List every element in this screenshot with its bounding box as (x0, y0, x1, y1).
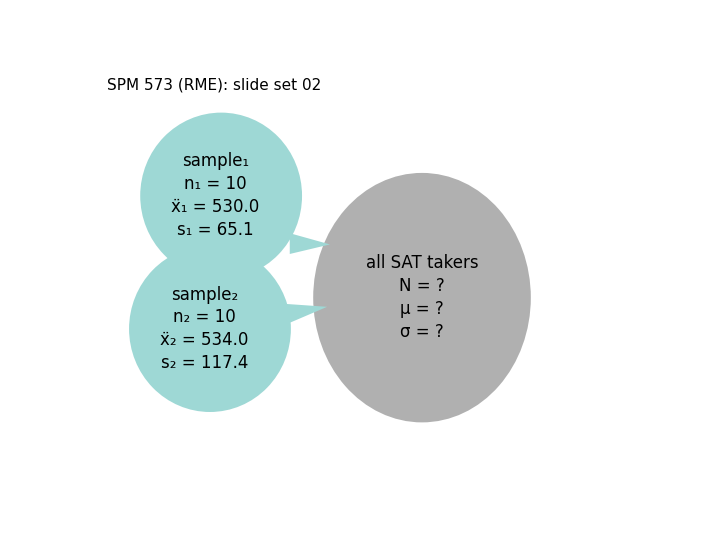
Text: s₁ = 65.1: s₁ = 65.1 (177, 221, 254, 239)
Text: ẍ₂ = 534.0: ẍ₂ = 534.0 (161, 331, 248, 349)
Text: N = ?: N = ? (399, 277, 445, 295)
Polygon shape (285, 304, 327, 325)
Text: sample₂: sample₂ (171, 286, 238, 303)
Text: n₁ = 10: n₁ = 10 (184, 176, 247, 193)
Text: ẍ₁ = 530.0: ẍ₁ = 530.0 (171, 198, 260, 216)
Text: σ = ?: σ = ? (400, 323, 444, 341)
Ellipse shape (140, 113, 302, 279)
Text: SPM 573 (RME): slide set 02: SPM 573 (RME): slide set 02 (107, 77, 321, 92)
Text: s₂ = 117.4: s₂ = 117.4 (161, 354, 248, 372)
Ellipse shape (129, 246, 291, 412)
Text: all SAT takers: all SAT takers (366, 254, 478, 272)
Text: n₂ = 10: n₂ = 10 (173, 308, 235, 326)
Text: μ = ?: μ = ? (400, 300, 444, 318)
Ellipse shape (313, 173, 531, 422)
Polygon shape (289, 233, 330, 254)
Text: sample₁: sample₁ (182, 152, 249, 171)
